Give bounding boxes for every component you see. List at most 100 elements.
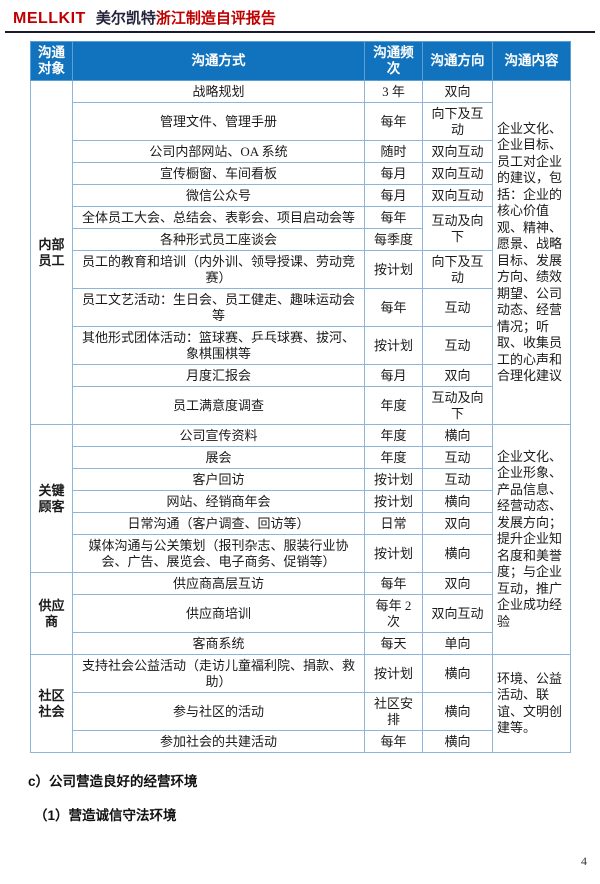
content-cell: 环境、公益活动、联谊、文明创建等。: [492, 654, 571, 753]
table-row: 内部员工 战略规划 3 年双向 企业文化、企业目标、员工对企业的建议，包括：企业的核心…: [30, 80, 571, 425]
table-row: 客商系统 每天 单向: [31, 632, 571, 655]
method-cell: 全体员工大会、总结会、表彰会、项目启动会等: [72, 206, 365, 229]
target-group-cell: 内部员工: [30, 80, 73, 425]
method-cell: 管理文件、管理手册: [72, 102, 365, 141]
table-row: 媒体沟通与公关策划（报刊杂志、服装行业协会、广告、展览会、电子商务、促销等） 按计…: [31, 534, 571, 573]
frequency-cell: 每月: [364, 184, 423, 207]
method-cell: 媒体沟通与公关策划（报刊杂志、服装行业协会、广告、展览会、电子商务、促销等）: [72, 534, 365, 573]
direction-cell: 双向互动: [422, 162, 493, 185]
method-cell: 各种形式员工座谈会: [72, 228, 365, 251]
frequency-cell: 年度: [364, 446, 423, 469]
method-cell: 客商系统: [72, 632, 365, 655]
frequency-cell: 每季度: [364, 228, 423, 251]
column-header-1: 沟通方式: [72, 41, 365, 81]
frequency-cell: 每月: [364, 364, 423, 387]
frequency-cell: 按计划: [364, 490, 423, 513]
method-cell: 公司内部网站、OA 系统: [72, 140, 365, 163]
frequency-cell: 每天: [364, 632, 423, 655]
direction-cell: 横向: [422, 654, 493, 693]
method-cell: 战略规划: [72, 80, 365, 103]
method-cell: 参加社会的共建活动: [72, 730, 365, 753]
direction-cell: 双向: [422, 572, 493, 595]
frequency-cell: 年度: [364, 424, 423, 447]
direction-cell: 双向互动: [422, 184, 493, 207]
direction-cell: 向下及互动: [422, 102, 493, 141]
table-row: 月度汇报会 每月 双向: [31, 364, 571, 387]
frequency-cell: 按计划: [364, 654, 423, 693]
table-row: 各种形式员工座谈会 每季度: [31, 228, 571, 251]
method-cell: 员工的教育和培训（内外训、领导授课、劳动竞赛）: [72, 250, 365, 289]
table-container: 沟通对象 沟通方式 沟通频次 沟通方向 沟通内容 内部员工 战略规划 3 年双向 企业文化、企…: [30, 41, 571, 753]
table-row: 展会 年度 互动: [31, 446, 571, 469]
frequency-cell: 每年: [364, 206, 423, 229]
direction-cell: 互动及向下: [422, 206, 493, 251]
method-cell: 日常沟通（客户调查、回访等）: [72, 512, 365, 535]
frequency-cell: 日常: [364, 512, 423, 535]
direction-cell: 双向互动: [422, 594, 493, 633]
frequency-cell: 按计划: [364, 468, 423, 491]
method-cell: 支持社会公益活动（走访儿童福利院、捐款、救助）: [72, 654, 365, 693]
column-header-4: 沟通内容: [492, 41, 571, 81]
table-row: 管理文件、管理手册 每年 向下及互动: [31, 102, 571, 141]
direction-cell: 横向: [422, 424, 493, 447]
table-row: 参与社区的活动 社区安排 横向: [31, 692, 571, 731]
document-title: 浙江制造自评报告: [155, 11, 276, 27]
frequency-cell: 3 年: [364, 80, 423, 103]
table-row: 网站、经销商年会 按计划 横向: [31, 490, 571, 513]
method-cell: 供应商高层互访: [72, 572, 365, 595]
target-group-cell: 供应商: [30, 572, 73, 655]
direction-cell: 互动: [422, 326, 493, 365]
column-header-2: 沟通频次: [364, 41, 423, 81]
method-cell: 员工满意度调查: [72, 386, 365, 425]
frequency-cell: 按计划: [364, 534, 423, 573]
brand-logo: MELLKIT: [13, 10, 86, 27]
frequency-cell: 每年: [364, 102, 423, 141]
frequency-cell: 按计划: [364, 326, 423, 365]
direction-cell: 横向: [422, 692, 493, 731]
target-group-cell: 关键顾客: [30, 424, 73, 573]
table-row: 供应商 供应商高层互访 每年 双向: [30, 572, 571, 655]
table-row: 日常沟通（客户调查、回访等） 日常 双向: [31, 512, 571, 535]
table-row: 关键顾客 公司宣传资料 年度 横向 企业文化、企业形象、产品信息、经营动态、发展方向；提…: [30, 424, 571, 655]
table-row: 员工满意度调查 年度 互动及向下: [31, 386, 571, 425]
table-row: 公司内部网站、OA 系统 随时 双向互动: [31, 140, 571, 163]
content-cell: 企业文化、企业目标、员工对企业的建议，包括：企业的核心价值观、精神、愿景、战略目…: [492, 80, 571, 425]
direction-cell: 横向: [422, 534, 493, 573]
direction-cell: 双向: [422, 512, 493, 535]
method-cell: 网站、经销商年会: [72, 490, 365, 513]
frequency-cell: 社区安排: [364, 692, 423, 731]
table-row: 员工的教育和培训（内外训、领导授课、劳动竞赛） 按计划 向下及互动: [31, 250, 571, 289]
frequency-cell: 按计划: [364, 250, 423, 289]
document-header: MELLKIT 美尔凯特浙江制造自评报告: [5, 0, 595, 33]
frequency-cell: 随时: [364, 140, 423, 163]
method-cell: 供应商培训: [72, 594, 365, 633]
frequency-cell: 每年 2 次: [364, 594, 423, 633]
direction-cell: 横向: [422, 730, 493, 753]
direction-cell: 单向: [422, 632, 493, 655]
method-cell: 参与社区的活动: [72, 692, 365, 731]
table-row: 其他形式团体活动：篮球赛、乒乓球赛、拔河、象棋围棋等 按计划 互动: [31, 326, 571, 365]
method-cell: 月度汇报会: [72, 364, 365, 387]
frequency-cell: 每月: [364, 162, 423, 185]
frequency-cell: 每年: [364, 730, 423, 753]
direction-cell: 双向: [422, 80, 493, 103]
frequency-cell: 每年: [364, 572, 423, 595]
subsection-heading-c1: （1）营造诚信守法环境: [34, 808, 177, 823]
table-row: 员工文艺活动：生日会、员工健走、趣味运动会等 每年 互动: [31, 288, 571, 327]
content-cell: 企业文化、企业形象、产品信息、经营动态、发展方向；提升企业知名度和美誉度；与企业…: [492, 424, 571, 655]
method-cell: 展会: [72, 446, 365, 469]
direction-cell: 互动: [422, 468, 493, 491]
frequency-cell: 年度: [364, 386, 423, 425]
method-cell: 微信公众号: [72, 184, 365, 207]
column-header-3: 沟通方向: [422, 41, 493, 81]
company-name: 美尔凯特: [95, 11, 156, 27]
direction-cell: 互动: [422, 288, 493, 327]
method-cell: 其他形式团体活动：篮球赛、乒乓球赛、拔河、象棋围棋等: [72, 326, 365, 365]
direction-cell: 互动及向下: [422, 386, 493, 425]
column-header-0: 沟通对象: [30, 41, 73, 81]
table-row: 社区社会 支持社会公益活动（走访儿童福利院、捐款、救助） 按计划 横向 环境、公益活动、…: [30, 654, 571, 753]
section-heading-c: c）公司营造良好的经营环境: [28, 774, 198, 789]
direction-cell: 互动: [422, 446, 493, 469]
method-cell: 公司宣传资料: [72, 424, 365, 447]
